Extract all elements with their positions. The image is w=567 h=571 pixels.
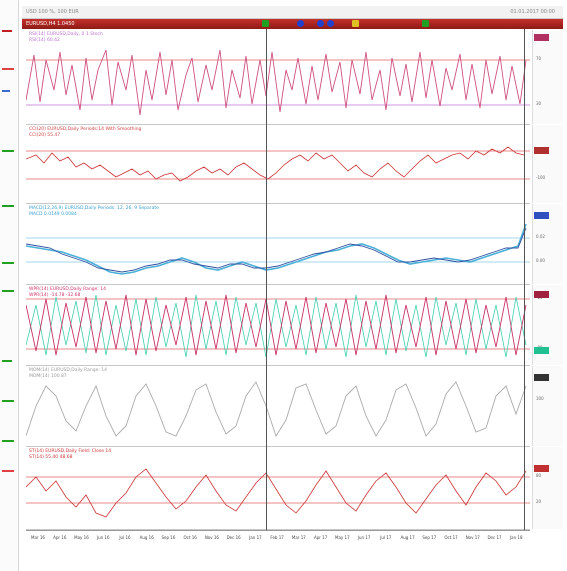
time-axis-label: May 16 [74,535,89,540]
strip-marker [2,290,14,292]
value-tag [534,465,549,472]
cci-line-chart [26,146,530,182]
green-square-icon[interactable] [262,20,269,27]
axis-level: 0.00 [536,258,545,263]
time-axis-label: Oct 17 [444,535,458,540]
value-tag [534,291,549,298]
time-axis-label: Jul 17 [380,535,392,540]
panel-title: ST(14) EURUSD,Daily Field: Close 14 [29,449,112,454]
time-axis-label: Jul 16 [119,535,131,540]
value-tag [534,374,549,381]
window-date: 01.01.2017 00:00 [510,9,555,15]
strip-marker [2,150,14,152]
crosshair-line[interactable] [266,29,267,560]
indicator-panel-wpr[interactable]: WPR(14) EURUSD,Daily Range: 14 WPR(14) -… [26,285,530,366]
panel-axis: 70 30 [532,30,563,124]
axis-level: 30 [536,101,542,106]
indicator-panel-cci[interactable]: CCI(20) EURUSD,Daily Periods:14 With Smo… [26,125,530,204]
panel-title: MACD(12,26,9) EURUSD,Daily Periods: 12, … [29,206,159,211]
axis-level: 20 [536,499,542,504]
time-axis-label: May 17 [335,535,350,540]
strip-marker [2,205,14,207]
time-axis-label: Apr 16 [53,535,67,540]
value-tag [534,347,549,354]
crosshair-line[interactable] [524,29,525,560]
time-axis-label: Dec 17 [487,535,502,540]
panel-value: ST(14) 55.40 48.68 [29,455,73,460]
time-axis-label: Apr 17 [313,535,328,540]
left-price-strip [0,0,19,571]
yellow-square-icon[interactable] [352,20,359,27]
value-tag [534,34,549,41]
panel-value: CCI(20) 55.47 [29,133,61,138]
indicator-panel-st[interactable]: ST(14) EURUSD,Daily Field: Close 14 ST(1… [26,447,530,530]
chart-toolbar[interactable]: EURUSD,H4 1.0450 [22,19,563,29]
indicator-panel-mom[interactable]: MOM(14) EURUSD,Daily Range: 14 MOM(14) 1… [26,366,530,447]
time-axis-label: Dec 16 [226,535,241,540]
panel-axis: 100 -100 [532,125,563,203]
panel-axis: 0.02 0.00 [532,204,563,284]
time-axis-label: Nov 17 [465,535,480,540]
time-axis-label: Jan 18 [509,535,523,540]
time-axis-label: Sep 16 [161,535,176,540]
value-tag [534,147,549,154]
strip-marker [2,30,12,32]
strip-marker [2,68,14,70]
axis-level: 0.02 [536,234,545,239]
blue-dot-icon[interactable] [327,20,334,27]
panel-title: CCI(20) EURUSD,Daily Periods:14 With Smo… [29,127,142,132]
time-axis-label: Feb 17 [270,535,284,540]
time-axis-label: Jun 16 [96,535,110,540]
toolbar-background [22,19,563,29]
panel-value: MACD 0.0149 0.0084 [29,212,77,217]
time-axis-label: Aug 17 [400,535,415,540]
time-axis-label: Jun 17 [357,535,371,540]
axis-level: 100 [536,396,544,401]
axis-level: 80 [536,473,542,478]
time-axis: Mar 16 Apr 16 May 16 Jun 16 Jul 16 Aug 16 Sep … [26,530,530,561]
blue-dot-icon[interactable] [297,20,304,27]
indicator-panel-macd[interactable]: MACD(12,26,9) EURUSD,Daily Periods: 12, … [26,204,530,285]
strip-marker [2,400,14,402]
axis-level: 70 [536,56,542,61]
strip-marker [2,90,10,92]
panel-axis: 100 [532,366,563,446]
indicator-panel-rsi[interactable]: RSI(14) EURUSD,Daily, 0.1 Stoch RSI(14) … [26,30,530,125]
time-axis-label: Aug 16 [139,535,154,540]
value-tag [534,212,549,219]
panel-axis: -20 -80 [532,285,563,365]
macd-line-chart [26,223,530,275]
panel-axis: 80 20 [532,447,563,529]
panel-value: RSI(14) 60.42 [29,38,60,43]
green-square-icon[interactable] [422,20,429,27]
strip-marker [2,360,12,362]
panel-title: RSI(14) EURUSD,Daily, 0.1 Stoch [29,32,103,37]
time-axis-label: Mar 17 [291,535,306,540]
window-title: USD 100 %, 100 EUR [26,9,79,15]
mom-line-chart [26,381,527,438]
panel-title: WPR(14) EURUSD,Daily Range: 14 [29,287,107,292]
panel-value: MOM(14) 100.87 [29,374,67,379]
time-axis-label: Oct 16 [183,535,197,540]
chart-window: USD 100 %, 100 EUR 01.01.2017 00:00 EURU… [22,6,563,568]
panel-value: WPR(14) -14.78 -32.68 [29,293,81,298]
time-axis-label: Sep 17 [422,535,437,540]
strip-marker [2,262,14,264]
panel-title: MOM(14) EURUSD,Daily Range: 14 [29,368,108,373]
rsi-line-chart [26,49,530,116]
strip-marker [2,440,14,442]
toolbar-label: EURUSD,H4 1.0450 [26,21,75,27]
blue-dot-icon[interactable] [317,20,324,27]
time-axis-label: Mar 16 [31,535,45,540]
time-axis-label: Nov 16 [204,535,219,540]
window-titlebar: USD 100 %, 100 EUR 01.01.2017 00:00 [22,6,563,19]
st-line-chart [26,468,530,518]
strip-marker [2,470,14,472]
time-axis-label: Jan 17 [249,535,262,540]
wpr-line-chart [26,294,530,358]
axis-level: -100 [536,175,546,180]
